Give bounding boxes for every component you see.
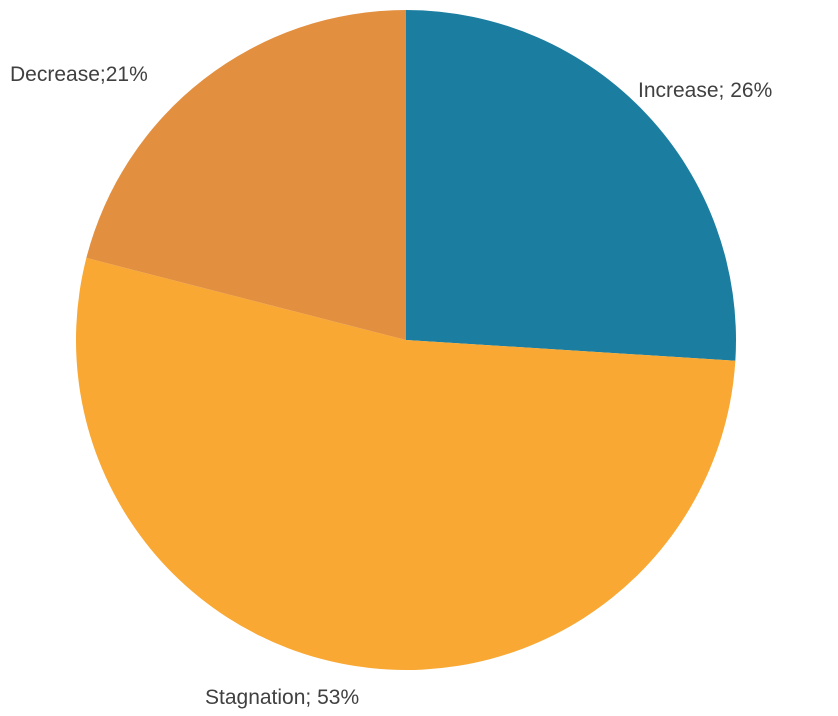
pie-slices (75, 10, 736, 671)
pie-slice-decrease (86, 10, 406, 340)
pie-slice-increase (406, 10, 736, 361)
pie-labels: Increase; 26% Stagnation; 53% Decrease;2… (10, 63, 772, 709)
pie-slice-stagnation (75, 257, 736, 671)
slice-label-stagnation: Stagnation; 53% (205, 686, 359, 709)
slice-label-decrease: Decrease;21% (10, 63, 148, 86)
slice-label-increase: Increase; 26% (638, 79, 772, 102)
